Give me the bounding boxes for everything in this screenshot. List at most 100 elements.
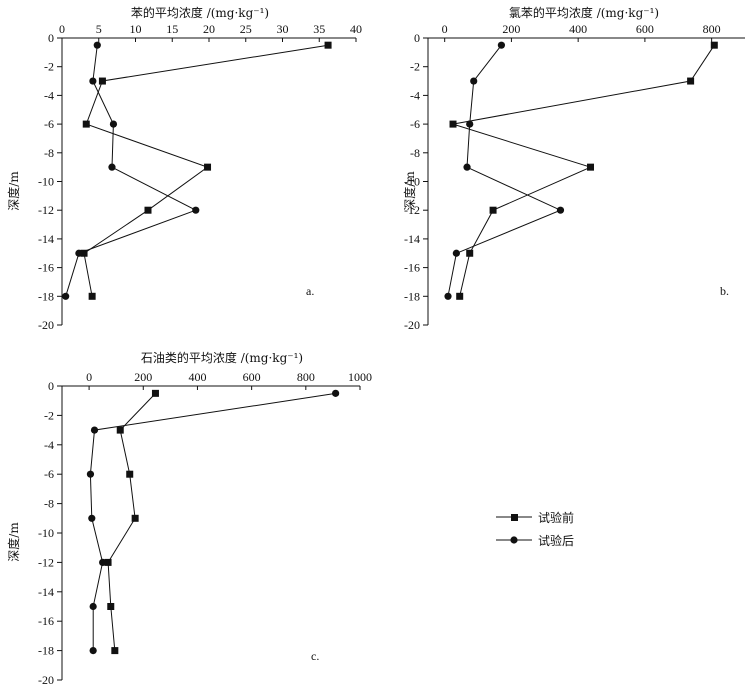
- y-tick-label-a: -12: [38, 203, 54, 217]
- x-tick-label-c: 1000: [348, 370, 372, 384]
- legend-label-before: 试验前: [538, 510, 574, 525]
- series-line-after-c: [89, 392, 336, 651]
- y-axis-label-a: 深度/m: [6, 171, 21, 211]
- y-tick-label-a: -8: [44, 146, 54, 160]
- y-tick-label-a: -4: [44, 88, 54, 102]
- x-tick-label-a: 30: [277, 22, 289, 36]
- data-point-before-b: [449, 120, 457, 128]
- legend-marker-circle: [510, 536, 518, 544]
- x-tick-label-a: 10: [130, 22, 142, 36]
- data-point-before-b: [489, 206, 497, 214]
- data-point-after-a: [62, 292, 70, 300]
- chart-panel-b: 氯苯的平均浓度 /(mg·kg⁻¹) 深度/m b. 0 200 400 600 800…: [402, 5, 745, 332]
- legend-marker-square: [511, 514, 518, 521]
- y-tick-label-a: 0: [48, 31, 54, 45]
- y-tick-label-b: -10: [404, 175, 420, 189]
- legend-label-after: 试验后: [538, 533, 574, 548]
- data-point-before-b: [466, 249, 474, 257]
- y-tick-label-a: -6: [44, 117, 54, 131]
- data-point-after-b: [452, 249, 460, 257]
- x-tick-label-b: 400: [569, 22, 587, 36]
- data-point-after-c: [89, 602, 97, 611]
- y-tick-label-b: -4: [410, 88, 420, 102]
- y-tick-label-c: -18: [38, 644, 54, 658]
- y-tick-label-c: -4: [44, 438, 54, 452]
- data-point-before-b: [587, 163, 595, 171]
- x-tick-label-b: 200: [502, 22, 520, 36]
- data-point-after-b: [497, 41, 506, 49]
- data-point-after-c: [99, 558, 107, 567]
- data-point-after-c: [89, 647, 97, 655]
- data-point-before-a: [98, 77, 106, 85]
- y-tick-label-c: -2: [44, 408, 54, 422]
- y-tick-label-a: -16: [38, 261, 54, 275]
- data-point-after-a: [89, 77, 97, 85]
- x-tick-label-c: 800: [297, 370, 315, 384]
- y-axis-label-b: 深度/m: [402, 171, 417, 211]
- y-tick-label-c: -8: [44, 497, 54, 511]
- y-tick-label-b: -12: [404, 203, 420, 217]
- y-tick-label-b: -8: [410, 146, 420, 160]
- panel-label-c: c.: [311, 649, 319, 663]
- chart-title-b: 氯苯的平均浓度 /(mg·kg⁻¹): [509, 5, 659, 20]
- series-line-after-b: [447, 44, 562, 297]
- chart-legend: 试验前 试验后: [496, 510, 574, 548]
- y-axis-label-c: 深度/m: [6, 522, 21, 562]
- series-line-before-c: [107, 393, 156, 651]
- y-tick-label-c: -14: [38, 585, 54, 599]
- data-point-after-a: [93, 41, 101, 49]
- x-tick-label-a: 35: [313, 22, 325, 36]
- data-point-after-a: [75, 249, 83, 257]
- y-tick-label-a: -20: [38, 318, 54, 332]
- x-tick-label-a: 40: [350, 22, 362, 36]
- data-point-before-b: [710, 41, 718, 49]
- data-point-before-a: [144, 206, 152, 214]
- x-tick-label-a: 20: [203, 22, 215, 36]
- x-tick-label-c: 0: [86, 370, 92, 384]
- x-tick-label-b: 0: [442, 22, 448, 36]
- data-point-after-b: [444, 292, 452, 300]
- panel-label-a: a.: [306, 284, 314, 298]
- data-point-after-b: [470, 77, 478, 85]
- data-point-after-c: [332, 389, 340, 397]
- data-point-before-a: [88, 292, 96, 300]
- x-tick-label-c: 400: [188, 370, 206, 384]
- x-tick-label-c: 600: [243, 370, 261, 384]
- series-line-before-a: [83, 44, 329, 297]
- y-tick-label-b: 0: [414, 31, 420, 45]
- data-point-before-a: [324, 41, 332, 49]
- data-point-before-c: [111, 647, 119, 655]
- y-tick-label-c: 0: [48, 379, 54, 393]
- data-point-before-c: [131, 514, 139, 522]
- chart-panel-a: 苯的平均浓度 /(mg·kg⁻¹) 深度/m a. 0 5 10 15 20 25 30 35…: [6, 5, 362, 332]
- data-point-before-c: [104, 558, 112, 566]
- y-tick-label-c: -10: [38, 526, 54, 540]
- x-tick-label-b: 600: [636, 22, 654, 36]
- chart-title-a: 苯的平均浓度 /(mg·kg⁻¹): [131, 5, 269, 20]
- y-tick-label-a: -18: [38, 289, 54, 303]
- x-tick-label-a: 5: [96, 22, 102, 36]
- y-tick-label-c: -6: [44, 467, 54, 481]
- data-point-before-c: [107, 603, 115, 610]
- data-point-before-c: [116, 426, 124, 434]
- chart-title-c: 石油类的平均浓度 /(mg·kg⁻¹): [141, 350, 303, 365]
- data-point-after-a: [108, 163, 116, 171]
- y-tick-label-c: -16: [38, 614, 54, 628]
- data-point-before-c: [151, 389, 159, 397]
- y-tick-label-a: -10: [38, 175, 54, 189]
- y-tick-label-b: -18: [404, 289, 420, 303]
- data-point-after-b: [463, 163, 471, 171]
- data-point-before-b: [687, 77, 695, 85]
- data-point-after-b: [556, 206, 565, 214]
- x-tick-label-b: 800: [703, 22, 721, 36]
- y-tick-label-b: -14: [404, 232, 420, 246]
- data-point-after-a: [192, 206, 200, 214]
- y-tick-label-c: -20: [38, 673, 54, 687]
- y-tick-label-b: -2: [410, 60, 420, 74]
- data-point-before-a: [82, 120, 90, 128]
- y-tick-label-a: -2: [44, 60, 54, 74]
- series-line-before-b: [452, 44, 715, 297]
- x-tick-label-c: 200: [134, 370, 152, 384]
- data-point-before-c: [126, 470, 134, 478]
